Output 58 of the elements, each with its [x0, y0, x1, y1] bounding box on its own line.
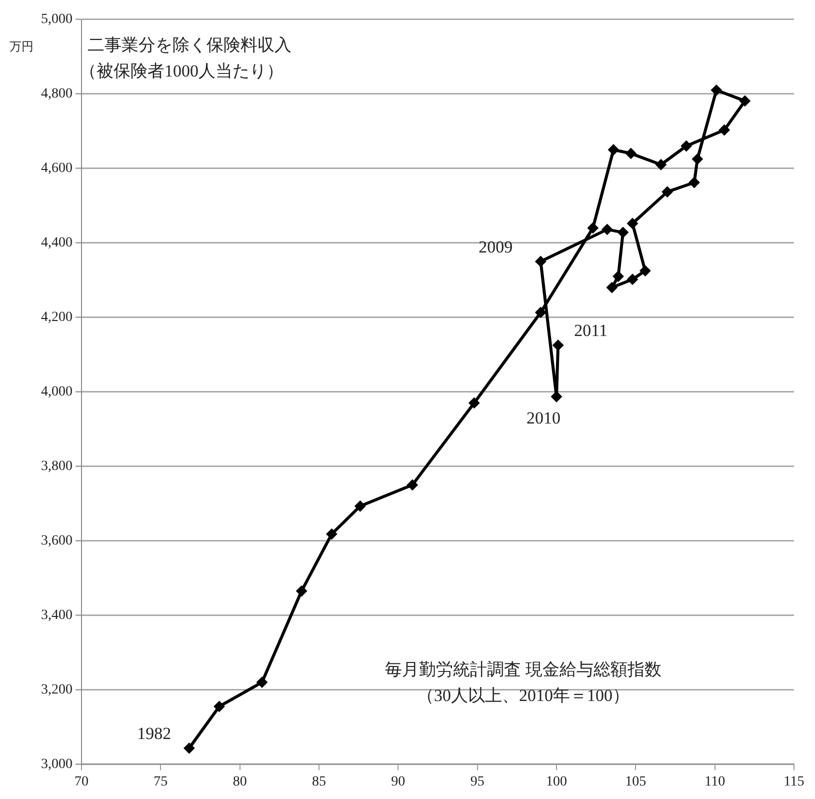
- x-tick-label: 110: [704, 774, 726, 790]
- point: [627, 274, 638, 285]
- text: 万円: [10, 40, 34, 54]
- annotation: 2010: [526, 408, 560, 428]
- x-tick-label: 95: [470, 774, 484, 790]
- x-axis-title: 毎月勤労統計調査 現金給与総額指数（30人以上、2010年＝100）: [385, 660, 662, 706]
- x-tick-label: 70: [74, 774, 88, 790]
- x-tick-label: 75: [154, 774, 168, 790]
- x-tick-label: 105: [625, 774, 646, 790]
- point: [602, 224, 613, 235]
- point: [354, 500, 366, 512]
- annotation: 2011: [574, 321, 608, 340]
- y-tick-label: 5,000: [41, 12, 72, 28]
- y-tick-label: 3,800: [41, 458, 72, 474]
- point: [552, 340, 564, 351]
- point: [612, 270, 624, 282]
- y-tick-label: 4,600: [41, 161, 72, 176]
- point: [627, 218, 638, 229]
- y-tick-label: 3,600: [41, 533, 72, 548]
- x-tick-label: 115: [784, 774, 804, 790]
- point: [680, 140, 692, 152]
- x-tick-label: 90: [391, 774, 406, 790]
- x-tick-label: 85: [312, 774, 326, 790]
- y-tick-label: 3,200: [41, 682, 72, 698]
- y-axis-title: 二事業分を除く保険料収入（被保険者1000人当たり）: [80, 35, 292, 80]
- annotation: 1982: [137, 724, 172, 744]
- point: [296, 586, 308, 597]
- y-tick-label: 3,000: [41, 756, 72, 772]
- y-tick-label: 3,400: [41, 608, 72, 623]
- point: [618, 226, 628, 238]
- point: [326, 528, 338, 540]
- x-tick-label: 80: [232, 774, 247, 790]
- point: [710, 84, 722, 96]
- annotation: 2009: [478, 237, 513, 256]
- point: [184, 742, 195, 754]
- point: [587, 222, 598, 234]
- point: [535, 306, 546, 318]
- point: [608, 144, 619, 156]
- y-tick-label: 4,400: [41, 236, 72, 251]
- y-tick-label: 4,200: [41, 310, 72, 325]
- point: [688, 177, 700, 188]
- point: [692, 154, 703, 165]
- point: [256, 676, 268, 688]
- point: [739, 95, 750, 106]
- point: [468, 397, 480, 408]
- point: [551, 391, 562, 402]
- point: [214, 700, 225, 712]
- x-tick-label: 100: [546, 774, 567, 790]
- point: [535, 256, 546, 267]
- point: [406, 479, 418, 490]
- y-tick-label: 4,000: [41, 384, 72, 400]
- y-tick-label: 4,800: [41, 86, 72, 102]
- point: [640, 265, 651, 276]
- point: [662, 186, 673, 198]
- point: [606, 282, 618, 294]
- point: [656, 159, 666, 170]
- point: [625, 148, 636, 159]
- point: [718, 124, 730, 136]
